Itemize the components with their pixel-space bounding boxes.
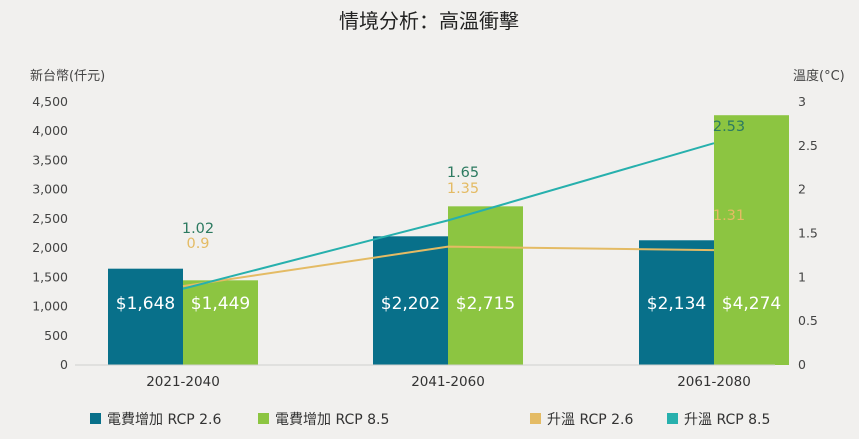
category-labels: 2021-2040 2041-2060 2061-2080 [146,374,751,390]
bar-rcp85 [714,115,789,366]
legend-label: 電費增加 RCP 8.5 [275,412,389,428]
right-tick-label: 0 [798,357,806,372]
legend-swatch [530,413,541,424]
legend: 電費增加 RCP 2.6 電費增加 RCP 8.5 升溫 RCP 2.6 升溫 RCP… [90,412,770,428]
line-point-label: 1.31 [713,208,745,224]
left-tick-label: 4,500 [32,94,68,109]
line-rcp85 [182,142,715,290]
right-axis-title: 溫度(°C) [793,68,845,84]
bar-value-label: $1,648 [116,294,175,314]
legend-label: 升溫 RCP 2.6 [547,412,634,428]
right-tick-label: 1 [798,269,806,284]
line-point-label: 0.9 [186,236,209,252]
legend-swatch [667,413,678,424]
left-tick-label: 3,000 [32,182,68,197]
category-label: 2021-2040 [146,374,220,390]
left-axis-title: 新台幣(仟元) [30,68,105,84]
bar-rcp85 [448,206,523,365]
bar-value-label: $2,134 [647,294,706,314]
legend-label: 電費增加 RCP 2.6 [107,412,222,428]
left-tick-label: 0 [60,357,68,372]
right-tick-label: 0.5 [798,313,818,328]
bar-rcp26 [373,236,448,365]
right-tick-label: 2.5 [798,138,818,153]
left-tick-label: 2,500 [32,211,68,226]
category-label: 2041-2060 [411,374,485,390]
bar-value-label: $1,449 [191,294,250,314]
line-point-label: 1.02 [182,221,214,237]
left-axis-ticks: 4,500 4,000 3,500 3,000 2,500 2,000 1,500 1,000… [32,94,68,372]
category-label: 2061-2080 [677,374,751,390]
left-tick-label: 1,000 [32,299,68,314]
line-point-label: 1.35 [447,181,479,197]
bar-value-label: $4,274 [722,294,781,314]
right-axis-ticks: 3 2.5 2 1.5 1 0.5 0 [798,94,818,372]
bars-group: $1,648 $2,202 $2,134 $1,449 $2,715 $4,274 [108,115,789,366]
left-tick-label: 2,000 [32,240,68,255]
left-tick-label: 1,500 [32,269,68,284]
lines-group: 0.9 1.35 1.31 1.02 1.65 2.53 [182,119,745,290]
legend-label: 升溫 RCP 8.5 [684,412,770,428]
left-tick-label: 500 [44,328,68,343]
line-point-label: 2.53 [713,119,745,135]
bar-rcp85 [183,280,258,365]
legend-swatch [258,413,269,424]
chart-title: 情境分析：高溫衝擊 [339,9,519,33]
right-tick-label: 3 [798,94,806,109]
legend-swatch [90,413,101,424]
right-tick-label: 2 [798,182,806,197]
bar-rcp26 [108,268,183,365]
bar-rcp26 [639,240,714,365]
line-point-label: 1.65 [447,165,479,181]
left-tick-label: 3,500 [32,152,68,167]
left-tick-label: 4,000 [32,123,68,138]
right-tick-label: 1.5 [798,226,818,241]
bar-value-label: $2,715 [456,294,515,314]
bar-value-label: $2,202 [381,294,440,314]
line-rcp26 [182,245,715,288]
